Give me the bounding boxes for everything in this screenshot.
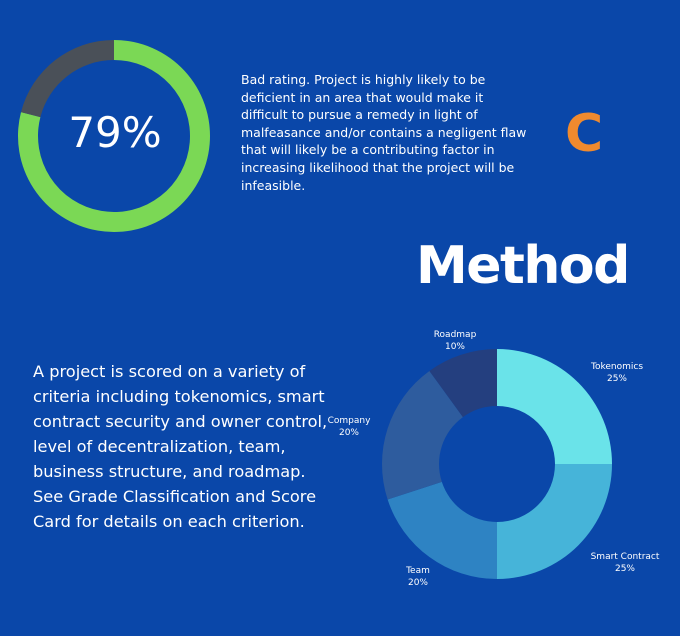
method-description: A project is scored on a variety of crit… xyxy=(33,362,328,531)
slice-team xyxy=(387,481,497,579)
grade-letter: C xyxy=(565,104,604,164)
score-slice-remaining xyxy=(21,40,115,118)
slice-smart-contract xyxy=(497,464,612,579)
slice-label-smart-contract: Smart Contract xyxy=(591,552,660,562)
slice-percent-tokenomics: 25% xyxy=(607,374,627,384)
slice-percent-roadmap: 10% xyxy=(445,342,465,352)
slice-label-team: Team xyxy=(405,566,430,576)
rating-description: Bad rating. Project is highly likely to … xyxy=(241,72,527,193)
slice-percent-company: 20% xyxy=(339,428,359,438)
slice-tokenomics xyxy=(497,349,612,464)
score-percentage: 79% xyxy=(68,108,162,157)
score-donut-chart xyxy=(18,40,211,232)
slice-label-tokenomics: Tokenomics xyxy=(590,362,643,372)
method-donut-chart: Tokenomics 25% Smart Contract 25% Team 20% Com… xyxy=(328,330,660,588)
slice-label-roadmap: Roadmap xyxy=(434,330,477,340)
slice-percent-team: 20% xyxy=(408,578,428,588)
slice-percent-smart-contract: 25% xyxy=(615,564,635,574)
slice-roadmap xyxy=(429,349,497,418)
method-title: Method xyxy=(416,236,630,296)
slice-label-company: Company xyxy=(328,416,371,426)
slice-company xyxy=(382,370,463,500)
